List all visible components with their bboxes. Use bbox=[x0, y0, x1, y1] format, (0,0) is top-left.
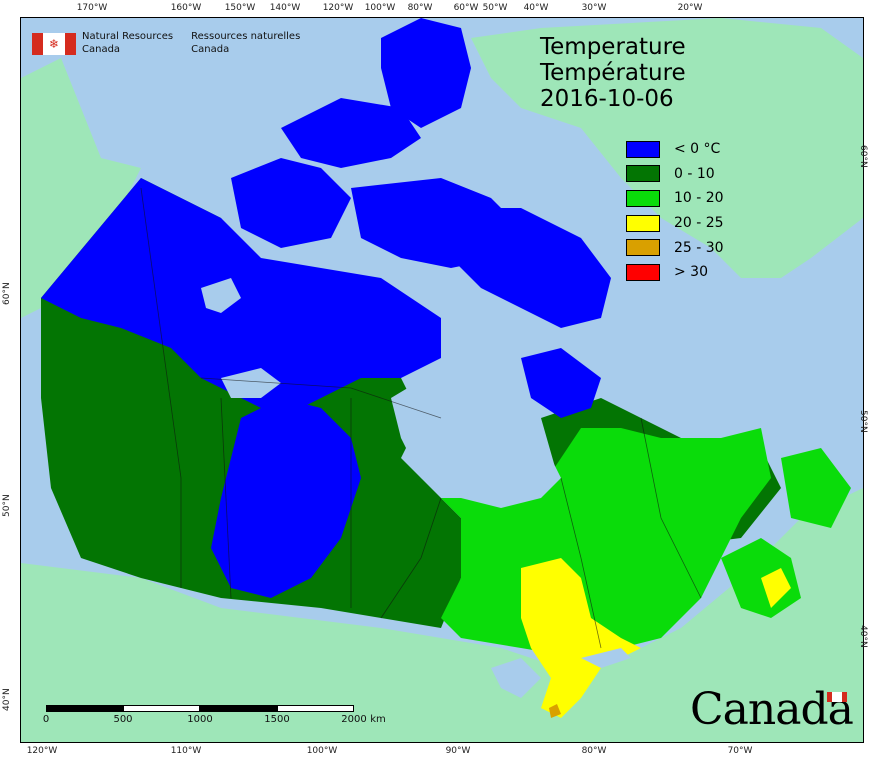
legend-item: 20 - 25 bbox=[626, 211, 724, 236]
legend-swatch bbox=[626, 239, 660, 257]
agency-name-fr: Ressources naturelles Canada bbox=[191, 30, 300, 56]
region-below-0-arctic-1 bbox=[231, 158, 351, 248]
scale-label: 0 bbox=[42, 714, 50, 725]
legend-item: > 30 bbox=[626, 260, 724, 285]
region-25-30 bbox=[549, 704, 561, 718]
region-below-0-quebec-north bbox=[521, 348, 601, 418]
region-below-0-central bbox=[211, 398, 361, 598]
agency-name-en: Natural Resources Canada bbox=[82, 30, 173, 56]
map-panel bbox=[20, 17, 864, 743]
graticule-bottom-label: 70°W bbox=[727, 746, 753, 756]
scale-label: 1500 bbox=[264, 714, 290, 725]
canada-flag-icon bbox=[827, 692, 847, 702]
agency-name-en-line2: Canada bbox=[82, 44, 121, 55]
region-20-25-maritimes bbox=[761, 568, 791, 608]
scale-segment bbox=[123, 705, 200, 712]
graticule-bottom-label: 100°W bbox=[306, 746, 338, 756]
agency-name-fr-line2: Canada bbox=[191, 44, 230, 55]
legend-swatch bbox=[626, 140, 660, 158]
legend-swatch bbox=[626, 165, 660, 183]
legend-item: 25 - 30 bbox=[626, 235, 724, 260]
canada-wordmark: Canada bbox=[690, 684, 854, 735]
graticule-left-label: 40°N bbox=[2, 688, 12, 711]
scale-label: 1000 bbox=[187, 714, 213, 725]
legend-label: > 30 bbox=[674, 264, 708, 281]
graticule-top-label: 100°W bbox=[364, 3, 396, 13]
region-below-0-baffin bbox=[441, 208, 611, 328]
graticule-top-label: 30°W bbox=[581, 3, 607, 13]
graticule-top-label: 150°W bbox=[224, 3, 256, 13]
graticule-top-label: 80°W bbox=[407, 3, 433, 13]
legend-item: 10 - 20 bbox=[626, 186, 724, 211]
legend: < 0 °C 0 - 10 10 - 20 20 - 25 25 - 30 > … bbox=[626, 137, 724, 285]
scale-label: 500 bbox=[113, 714, 133, 725]
graticule-bottom-label: 120°W bbox=[26, 746, 58, 756]
scale-label: 2000 bbox=[341, 714, 367, 725]
graticule-top-label: 140°W bbox=[269, 3, 301, 13]
region-20-25-ontario bbox=[521, 558, 641, 718]
graticule-top-label: 160°W bbox=[170, 3, 202, 13]
legend-swatch bbox=[626, 189, 660, 207]
graticule-top-label: 50°W bbox=[482, 3, 508, 13]
great-lakes bbox=[491, 648, 631, 698]
graticule-top-label: 60°W bbox=[453, 3, 479, 13]
temperature-map bbox=[21, 18, 863, 742]
graticule-left-label: 50°N bbox=[2, 494, 12, 517]
graticule-top-label: 170°W bbox=[76, 3, 108, 13]
map-date: 2016-10-06 bbox=[540, 86, 674, 112]
graticule-left-label: 60°N bbox=[2, 282, 12, 305]
canada-flag-icon: ❄ bbox=[32, 33, 76, 55]
legend-label: 20 - 25 bbox=[674, 215, 724, 232]
legend-swatch bbox=[626, 214, 660, 232]
us-land bbox=[21, 488, 863, 742]
hudson-bay bbox=[391, 368, 561, 508]
legend-label: 0 - 10 bbox=[674, 165, 715, 182]
region-below-0-arctic-3 bbox=[381, 18, 471, 128]
legend-label: 10 - 20 bbox=[674, 190, 724, 207]
graticule-top-label: 20°W bbox=[677, 3, 703, 13]
legend-label: 25 - 30 bbox=[674, 239, 724, 256]
region-below-0-arctic-2 bbox=[281, 98, 421, 168]
graticule-top-label: 40°W bbox=[523, 3, 549, 13]
graticule-right-label: 40°N bbox=[858, 625, 868, 648]
legend-item: < 0 °C bbox=[626, 137, 724, 162]
graticule-bottom-label: 80°W bbox=[581, 746, 607, 756]
legend-swatch bbox=[626, 263, 660, 281]
graticule-bottom-label: 110°W bbox=[170, 746, 202, 756]
agency-name-fr-line1: Ressources naturelles bbox=[191, 31, 301, 42]
map-title-en: Temperature bbox=[540, 34, 686, 60]
scale-segment bbox=[46, 705, 123, 712]
scale-segment bbox=[277, 705, 354, 712]
alaska-land bbox=[21, 58, 141, 318]
graticule-right-label: 50°N bbox=[858, 410, 868, 433]
great-bear-lake bbox=[201, 278, 241, 313]
graticule-top-label: 120°W bbox=[322, 3, 354, 13]
legend-label: < 0 °C bbox=[674, 141, 721, 158]
great-slave-lake bbox=[221, 368, 281, 398]
region-10-20-nfld bbox=[781, 448, 851, 528]
scale-segment bbox=[200, 705, 277, 712]
agency-name-en-line1: Natural Resources bbox=[82, 31, 174, 42]
agency-signature: ❄ Natural Resources Canada Ressources na… bbox=[32, 30, 312, 60]
scale-bar: 0 500 1000 1500 2000 km bbox=[42, 705, 386, 726]
greenland-land bbox=[471, 18, 863, 278]
map-title-fr: Température bbox=[540, 60, 686, 86]
map-title: Temperature Température 2016-10-06 bbox=[540, 34, 686, 112]
graticule-bottom-label: 90°W bbox=[445, 746, 471, 756]
province-boundaries bbox=[140, 187, 702, 649]
scale-unit: km bbox=[370, 714, 386, 725]
graticule-right-label: 60°N bbox=[858, 145, 868, 168]
legend-item: 0 - 10 bbox=[626, 162, 724, 187]
